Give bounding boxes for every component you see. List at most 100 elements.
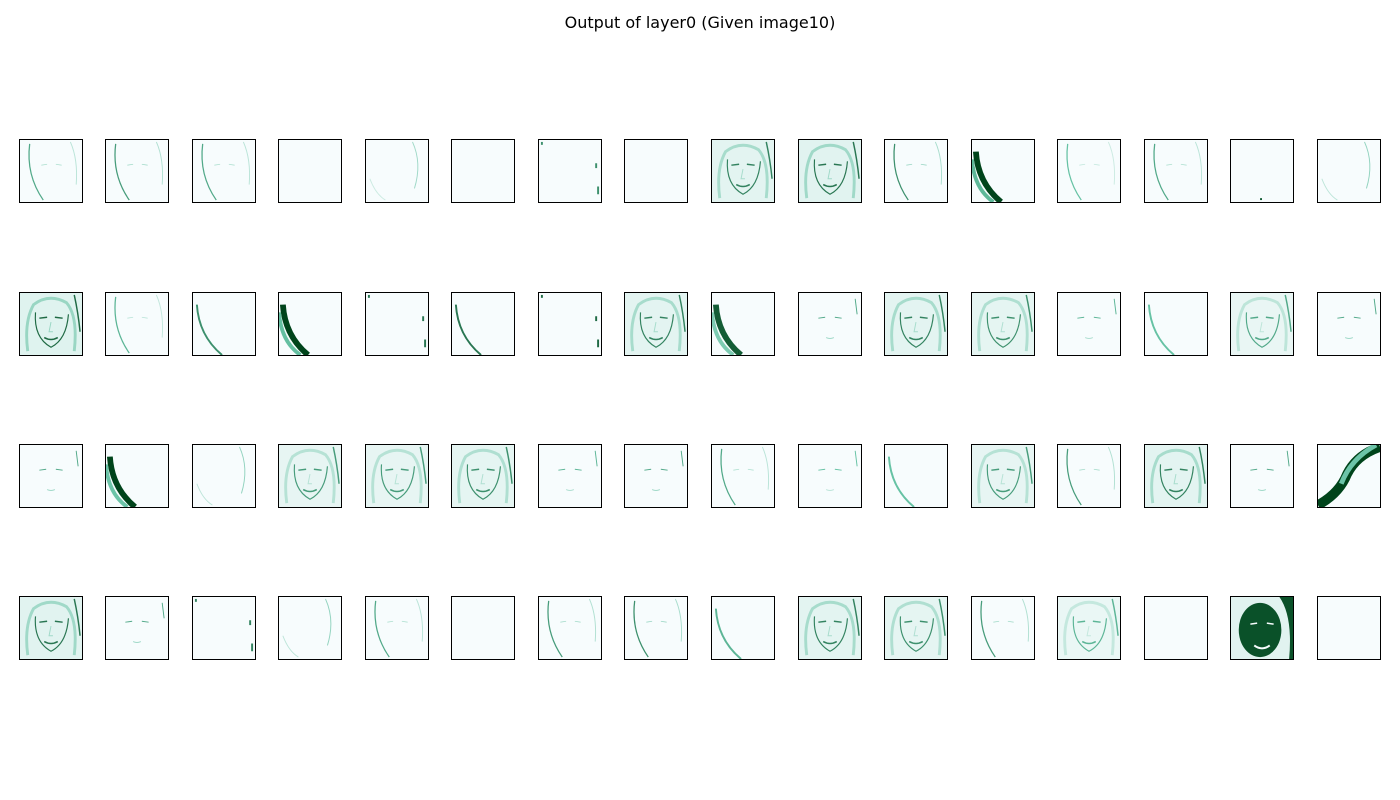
feature-map-image: [712, 140, 774, 202]
feature-map-image: [366, 293, 428, 355]
feature-map-image: [712, 445, 774, 507]
feature-map-tile: [538, 596, 602, 660]
feature-map-tile: [1057, 139, 1121, 203]
feature-map-tile: [1317, 139, 1381, 203]
feature-map-image: [972, 140, 1034, 202]
feature-map-tile: [105, 596, 169, 660]
feature-map-image: [1231, 597, 1293, 659]
feature-map-tile: [538, 292, 602, 356]
feature-map-image: [20, 445, 82, 507]
feature-map-image: [625, 597, 687, 659]
feature-map-image: [539, 293, 601, 355]
feature-map-tile: [1317, 292, 1381, 356]
feature-map-tile: [624, 139, 688, 203]
feature-map-tile: [1230, 596, 1294, 660]
feature-map-image: [193, 445, 255, 507]
feature-map-tile: [1057, 596, 1121, 660]
feature-map-image: [106, 293, 168, 355]
feature-map-image: [1145, 597, 1207, 659]
feature-map-tile: [365, 292, 429, 356]
figure-title: Output of layer0 (Given image10): [564, 13, 836, 32]
feature-map-tile: [19, 444, 83, 508]
feature-map-tile: [538, 444, 602, 508]
feature-map-tile: [192, 292, 256, 356]
feature-map-image: [279, 293, 341, 355]
feature-map-tile: [105, 292, 169, 356]
feature-map-image: [452, 445, 514, 507]
feature-map-image: [885, 140, 947, 202]
feature-map-image: [106, 445, 168, 507]
feature-map-tile: [798, 444, 862, 508]
feature-map-image: [885, 445, 947, 507]
feature-map-image: [799, 293, 861, 355]
feature-map-tile: [278, 292, 342, 356]
feature-map-image: [452, 293, 514, 355]
feature-map-image: [366, 140, 428, 202]
feature-map-image: [1318, 597, 1380, 659]
feature-map-tile: [19, 292, 83, 356]
feature-map-tile: [1230, 292, 1294, 356]
feature-map-image: [1058, 597, 1120, 659]
feature-map-tile: [624, 444, 688, 508]
feature-map-image: [625, 140, 687, 202]
feature-map-image: [1058, 293, 1120, 355]
feature-map-tile: [971, 292, 1035, 356]
feature-map-image: [539, 597, 601, 659]
feature-map-image: [972, 445, 1034, 507]
feature-map-tile: [451, 139, 515, 203]
feature-map-tile: [1144, 139, 1208, 203]
feature-map-image: [1318, 445, 1380, 507]
feature-map-image: [106, 140, 168, 202]
feature-map-tile: [278, 444, 342, 508]
feature-map-tile: [884, 596, 948, 660]
feature-map-tile: [192, 139, 256, 203]
feature-map-image: [279, 445, 341, 507]
feature-map-tile: [884, 292, 948, 356]
feature-map-tile: [19, 596, 83, 660]
feature-map-image: [1231, 293, 1293, 355]
feature-map-tile: [365, 444, 429, 508]
feature-map-image: [20, 140, 82, 202]
feature-map-image: [799, 445, 861, 507]
feature-map-tile: [711, 444, 775, 508]
feature-map-image: [1145, 140, 1207, 202]
feature-map-image: [366, 445, 428, 507]
feature-map-image: [452, 597, 514, 659]
feature-map-tile: [798, 292, 862, 356]
feature-map-tile: [1057, 292, 1121, 356]
feature-map-tile: [971, 596, 1035, 660]
feature-map-tile: [884, 444, 948, 508]
feature-map-tile: [711, 139, 775, 203]
feature-map-tile: [971, 139, 1035, 203]
feature-map-tile: [624, 292, 688, 356]
feature-map-tile: [278, 596, 342, 660]
feature-map-image: [712, 597, 774, 659]
feature-map-image: [193, 140, 255, 202]
feature-map-tile: [365, 596, 429, 660]
feature-map-tile: [451, 596, 515, 660]
feature-map-image: [712, 293, 774, 355]
feature-map-image: [625, 445, 687, 507]
feature-map-tile: [365, 139, 429, 203]
feature-map-tile: [1230, 444, 1294, 508]
feature-map-tile: [798, 596, 862, 660]
feature-map-image: [1145, 445, 1207, 507]
feature-map-image: [20, 293, 82, 355]
feature-map-tile: [624, 596, 688, 660]
feature-map-image: [1058, 445, 1120, 507]
feature-map-tile: [105, 139, 169, 203]
feature-map-tile: [971, 444, 1035, 508]
feature-map-tile: [1057, 444, 1121, 508]
feature-map-image: [20, 597, 82, 659]
feature-map-image: [366, 597, 428, 659]
feature-map-image: [539, 445, 601, 507]
feature-map-tile: [451, 444, 515, 508]
feature-map-image: [972, 293, 1034, 355]
feature-map-image: [885, 293, 947, 355]
feature-map-image: [885, 597, 947, 659]
feature-map-tile: [1144, 292, 1208, 356]
feature-map-image: [972, 597, 1034, 659]
feature-map-tile: [451, 292, 515, 356]
feature-map-image: [1318, 140, 1380, 202]
